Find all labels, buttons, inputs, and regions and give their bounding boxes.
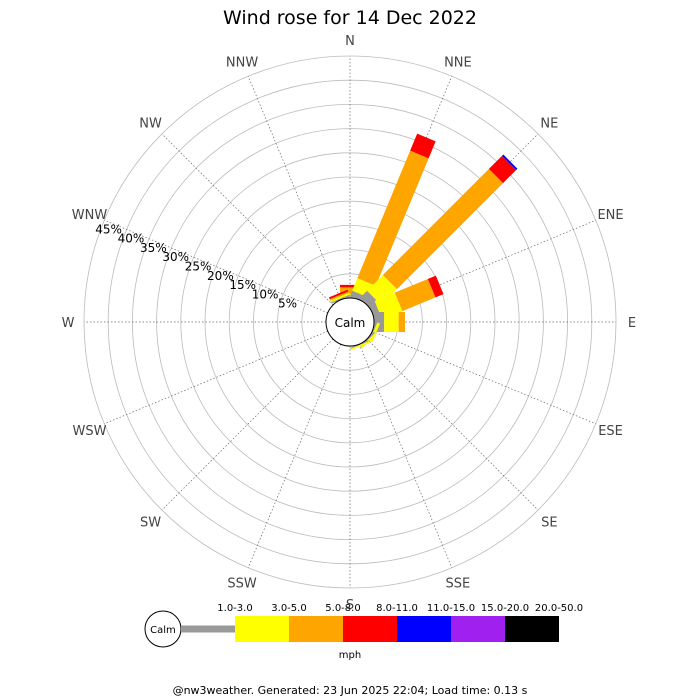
legend-label-20.0-50.0: 20.0-50.0: [535, 603, 583, 614]
bar-NE-8.0-11.0: [488, 155, 517, 184]
bar-NNE-1.0-3.0: [349, 290, 371, 304]
legend-swatch-5.0-8.0: [289, 616, 343, 642]
direction-label-ESE: ESE: [598, 424, 623, 439]
bar-ENE-8.0-11.0: [427, 275, 444, 298]
calm-label: Calm: [335, 316, 366, 330]
bar-ENE-5.0-8.0: [394, 278, 436, 312]
bar-NNE-8.0-11.0: [410, 133, 436, 159]
bar-NNW-8.0-11.0: [328, 289, 349, 300]
percent-label: 10%: [252, 287, 279, 301]
percent-label: 20%: [207, 269, 234, 283]
direction-label-SSW: SSW: [227, 577, 257, 592]
bar-NE-11.0-15.0: [501, 154, 518, 171]
grid-ring: [180, 152, 520, 492]
legend-swatch-1.0-3.0: [181, 625, 235, 633]
bar-ESE-3.0-5.0: [369, 322, 381, 343]
legend-swatch-20.0-50.0: [505, 616, 559, 642]
legend-swatch-3.0-5.0: [235, 616, 289, 642]
direction-label-SE: SE: [541, 515, 557, 530]
bar-NE-3.0-5.0: [367, 275, 397, 305]
percent-label: 35%: [140, 241, 167, 255]
direction-label-NNE: NNE: [444, 55, 472, 70]
direction-label-SW: SW: [140, 515, 161, 530]
bar-SSE-3.0-5.0: [350, 341, 370, 351]
calm-center: Calm: [325, 297, 375, 347]
direction-label-WNW: WNW: [72, 208, 108, 223]
percent-label: 40%: [118, 232, 145, 246]
direction-label-SSE: SSE: [446, 577, 471, 592]
legend-unit: mph: [339, 650, 361, 661]
grid-ring: [252, 224, 447, 419]
direction-label-W: W: [62, 316, 75, 331]
percent-label: 25%: [185, 260, 212, 274]
bar-SE-3.0-5.0: [360, 332, 377, 349]
percent-label: 5%: [278, 297, 297, 311]
direction-label-NE: NE: [540, 117, 558, 132]
bar-NNW-3.0-5.0: [330, 292, 350, 303]
bar-NNW-5.0-8.0: [329, 291, 349, 301]
legend-label-8.0-11.0: 8.0-11.0: [376, 603, 418, 614]
legend-label-11.0-15.0: 11.0-15.0: [427, 603, 475, 614]
legend-label-1.0-3.0: 1.0-3.0: [217, 603, 252, 614]
speed-legend: Calm 1.0-3.0 3.0-5.0 5.0-8.0 8.0-11.0 11.0-1…: [144, 603, 583, 661]
legend-label-15.0-20.0: 15.0-20.0: [481, 603, 529, 614]
direction-label-S: S: [346, 598, 354, 613]
legend-swatch-11.0-15.0: [397, 616, 451, 642]
direction-label-E: E: [628, 316, 636, 331]
bar-NE-5.0-8.0: [382, 168, 504, 290]
legend-swatch-8.0-11.0: [343, 616, 397, 642]
direction-label-NW: NW: [139, 117, 162, 132]
legend-label-3.0-5.0: 3.0-5.0: [271, 603, 306, 614]
percent-label: 45%: [95, 222, 122, 236]
direction-label-N: N: [345, 34, 355, 49]
percent-label: 30%: [162, 250, 189, 264]
direction-labels: N NNE NE ENE E ESE SE SSE S SSW SW WSW W WNW NW NNW: [62, 34, 637, 613]
bar-NNE-3.0-5.0: [352, 278, 376, 299]
legend-label-5.0-8.0: 5.0-8.0: [325, 603, 360, 614]
bar-ENE-1.0-3.0: [368, 300, 383, 323]
grid-ring: [204, 176, 496, 468]
legend-swatch-15.0-20.0: [451, 616, 505, 642]
percent-labels: 5%10%15%20%25%30%35%40%45%: [95, 222, 297, 310]
direction-label-ENE: ENE: [597, 208, 623, 223]
calm-circle: [325, 297, 375, 347]
grid-ring: [228, 200, 472, 444]
bar-NE-1.0-3.0: [359, 290, 382, 313]
direction-label-NNW: NNW: [226, 55, 258, 70]
polar-grid: [83, 55, 617, 589]
direction-label-WSW: WSW: [72, 424, 106, 439]
percent-label: 15%: [229, 278, 256, 292]
footer-text: @nw3weather. Generated: 23 Jun 2025 22:0…: [173, 684, 528, 697]
legend-bins: 1.0-3.0 3.0-5.0 5.0-8.0 8.0-11.0 11.0-15.0 15…: [181, 603, 583, 642]
bar-NNE-5.0-8.0: [357, 150, 429, 286]
grid-ring: [277, 249, 423, 395]
chart-title: Wind rose for 14 Dec 2022: [223, 7, 477, 29]
bar-ENE-3.0-5.0: [374, 292, 403, 320]
legend-calm-label: Calm: [150, 625, 176, 636]
